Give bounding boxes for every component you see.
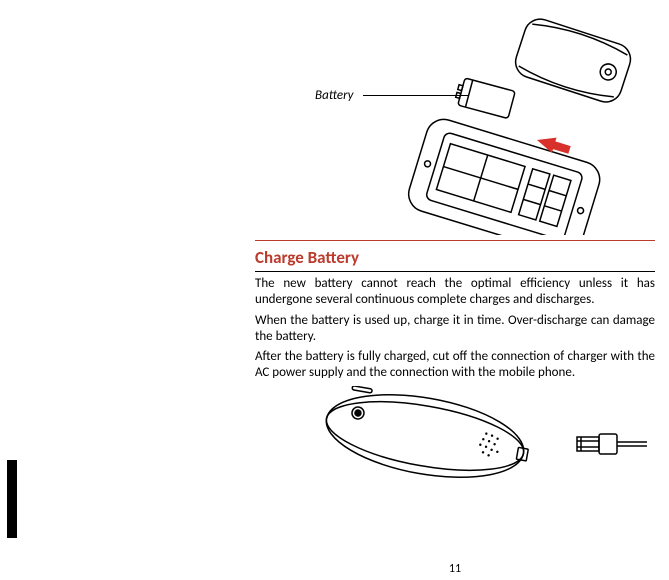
battery-callout-label: Battery xyxy=(315,88,353,103)
section-heading: Charge Battery xyxy=(255,245,655,269)
page-edge-tab xyxy=(7,460,17,538)
battery-callout-line xyxy=(363,95,468,96)
heading-bottom-rule xyxy=(255,271,655,272)
paragraph-2: When the battery is used up, charge it i… xyxy=(255,313,655,346)
paragraph-3: After the battery is fully charged, cut … xyxy=(255,349,655,382)
paragraph-1: The new battery cannot reach the optimal… xyxy=(255,276,655,309)
page-number: 11 xyxy=(255,562,655,576)
heading-top-rule xyxy=(255,240,655,241)
charge-svg xyxy=(255,386,655,486)
battery-install-svg xyxy=(255,0,655,235)
page-content: Battery xyxy=(255,0,655,580)
battery-install-diagram: Battery xyxy=(255,0,655,235)
charge-diagram xyxy=(255,386,655,486)
